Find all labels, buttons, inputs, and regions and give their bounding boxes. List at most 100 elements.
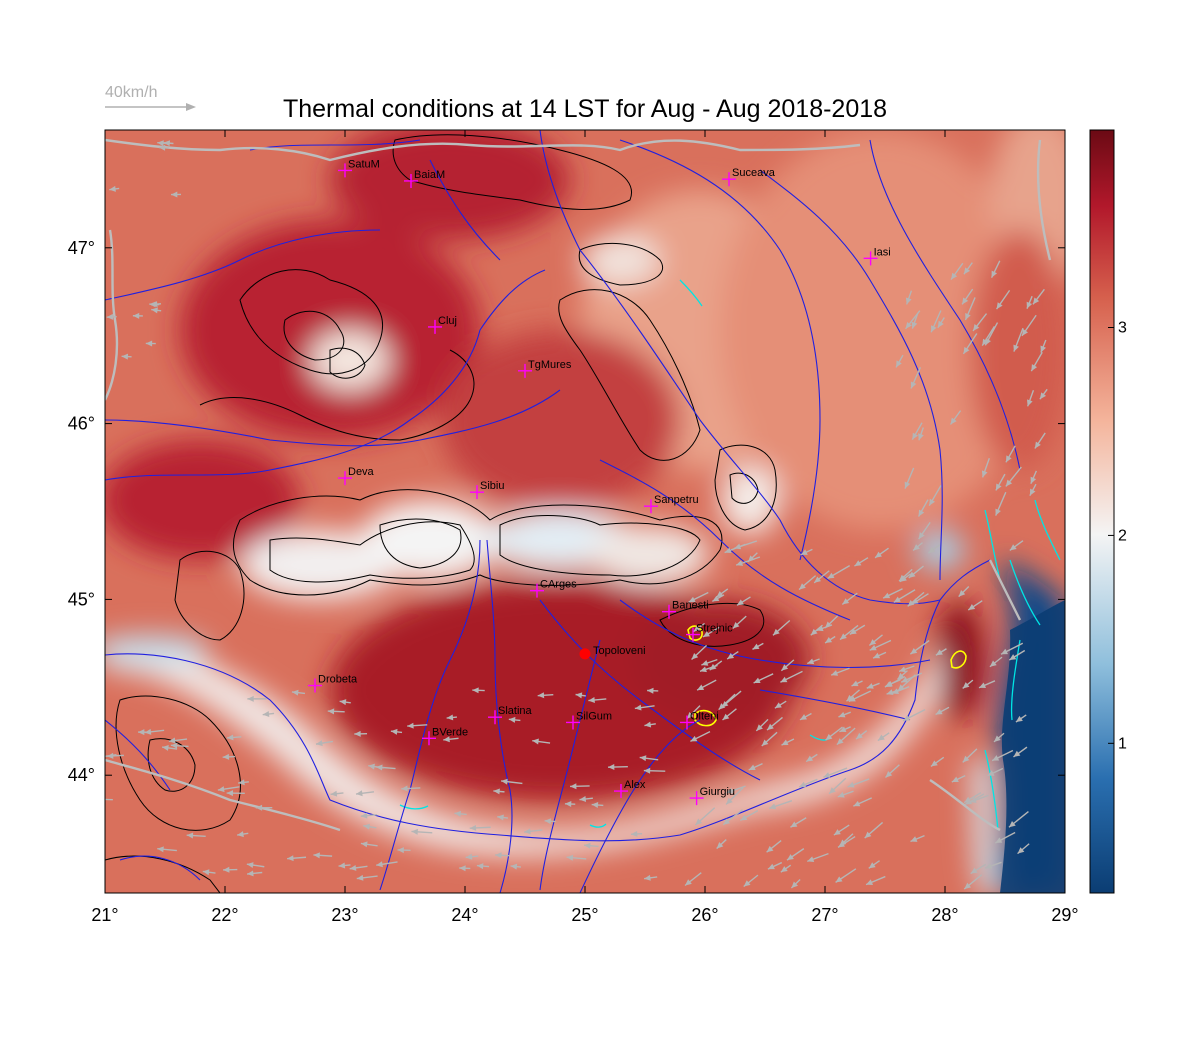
wind-arrow	[849, 624, 866, 635]
city-marker-icon	[863, 251, 878, 266]
wind-arrow	[1017, 843, 1030, 855]
wind-arrow	[799, 712, 812, 721]
wind-arrow	[798, 778, 818, 788]
lon-tick-label: 29°	[1051, 905, 1078, 925]
city-silgum: SilGum	[566, 710, 612, 730]
wind-arrow	[766, 840, 782, 853]
wind-arrow	[262, 711, 275, 717]
city-marker-icon	[518, 363, 532, 378]
wind-arrow	[570, 783, 590, 790]
wind-arrow	[443, 736, 459, 743]
wind-arrow	[162, 744, 178, 751]
city-label: Drobeta	[318, 674, 358, 686]
wind-arrow	[149, 301, 160, 308]
wind-arrow	[962, 748, 978, 763]
chart-title: Thermal conditions at 14 LST for Aug - A…	[283, 95, 887, 123]
wind-arrow	[838, 711, 851, 718]
colorbar: 1 2 3	[1089, 129, 1127, 894]
wind-arrow	[872, 651, 887, 659]
wind-arrow	[1013, 327, 1024, 352]
city-marker-icon	[686, 627, 700, 642]
wind-arrow	[989, 656, 1003, 668]
wind-arrow	[647, 687, 659, 694]
city-cluj: Cluj	[428, 315, 457, 334]
wind-arrow	[411, 828, 433, 835]
wind-arrow	[105, 798, 113, 801]
wind-arrow	[984, 861, 1002, 869]
city-label: Cluj	[438, 315, 457, 327]
wind-arrow	[722, 809, 743, 826]
wind-arrow	[247, 695, 267, 702]
wind-arrow	[855, 730, 868, 740]
wind-arrow	[790, 879, 801, 889]
wind-arrow	[868, 634, 883, 646]
city-banesti: Banesti	[662, 600, 709, 619]
wind-arrow	[566, 854, 587, 861]
wind-arrow	[237, 831, 249, 838]
city-label: CArges	[540, 579, 577, 591]
wind-arrow	[755, 718, 769, 732]
wind-arrow	[726, 785, 746, 794]
city-baiam: BaiaM	[404, 169, 445, 188]
wind-arrow	[170, 191, 182, 198]
wind-arrow	[865, 875, 886, 886]
wind-arrow	[579, 796, 593, 802]
wind-arrow	[226, 790, 245, 797]
wind-arrow	[287, 855, 307, 862]
wind-arrow	[897, 670, 908, 680]
wind-arrow	[246, 870, 263, 877]
wind-arrow	[839, 833, 854, 847]
city-marker-icon	[470, 485, 484, 500]
wind-arrow	[891, 686, 910, 695]
wind-arrow	[1030, 470, 1038, 485]
lat-tick-label: 47°	[68, 238, 95, 258]
wind-arrow	[774, 700, 787, 709]
wind-arrow	[508, 716, 521, 723]
wind-arrow	[910, 367, 922, 389]
wind-arrow	[839, 726, 851, 733]
city-label: Deva	[348, 466, 375, 478]
wind-arrow	[950, 262, 964, 281]
wind-arrow	[725, 787, 744, 805]
wind-arrow	[226, 734, 242, 741]
wind-arrow	[981, 325, 996, 347]
wind-arrow	[912, 542, 923, 552]
wind-arrow	[839, 624, 859, 641]
wind-arrow	[202, 869, 216, 876]
wind-arrow	[995, 289, 1011, 310]
wind-arrow	[911, 312, 919, 329]
city-marker-icon	[566, 715, 580, 730]
wind-arrow	[972, 313, 988, 332]
wind-arrow	[798, 575, 817, 591]
colorbar-tick-label: 3	[1118, 320, 1127, 337]
wind-arrow	[588, 697, 607, 704]
city-label: Strejnic	[696, 623, 733, 635]
wind-arrow	[911, 422, 923, 441]
wind-arrow	[390, 728, 403, 735]
city-tgmures: TgMures	[518, 359, 572, 378]
lon-tick-label: 21°	[91, 905, 118, 925]
wind-arrow	[768, 799, 793, 810]
wind-arrow	[510, 863, 521, 870]
wind-arrow	[644, 721, 656, 728]
wind-arrow	[951, 775, 966, 783]
wind-arrow	[151, 307, 162, 314]
wind-arrow	[355, 790, 375, 797]
wind-arrow	[743, 874, 759, 888]
wind-arrow	[397, 847, 411, 854]
wind-arrow	[780, 659, 795, 672]
city-label: Giurgiu	[700, 786, 735, 798]
wind-arrow	[990, 260, 1001, 278]
wind-arrow	[354, 730, 368, 737]
wind-arrow	[994, 831, 1016, 844]
wind-arrow	[1015, 714, 1027, 723]
wind-arrow	[1009, 540, 1024, 551]
city-olteni: Olteni	[680, 710, 719, 730]
wind-arrow	[132, 312, 143, 319]
wind-arrow	[454, 810, 467, 817]
city-marker-icon	[614, 784, 628, 799]
wind-arrow	[816, 624, 833, 632]
wind-arrow	[917, 499, 929, 517]
country-borders	[105, 138, 1052, 832]
